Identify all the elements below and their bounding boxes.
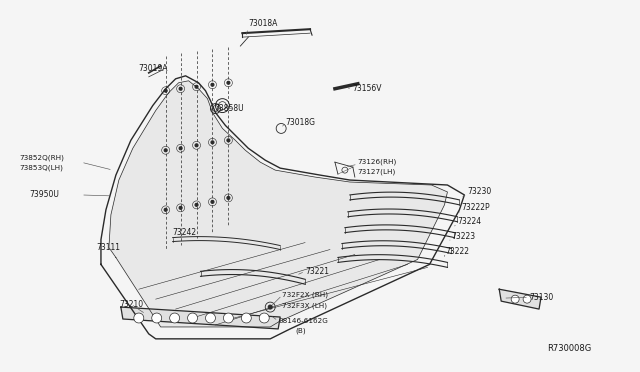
Text: 73950U: 73950U bbox=[29, 190, 59, 199]
Circle shape bbox=[164, 149, 167, 152]
Circle shape bbox=[511, 295, 519, 303]
Text: 73222: 73222 bbox=[445, 247, 470, 256]
Circle shape bbox=[195, 203, 198, 206]
Circle shape bbox=[268, 305, 272, 309]
Polygon shape bbox=[109, 81, 447, 327]
Text: 73210: 73210 bbox=[119, 299, 143, 309]
Text: 73230: 73230 bbox=[467, 187, 492, 196]
Circle shape bbox=[152, 313, 162, 323]
Text: 732F3X (LH): 732F3X (LH) bbox=[282, 303, 327, 310]
Circle shape bbox=[241, 313, 252, 323]
Text: 73156V: 73156V bbox=[352, 84, 381, 93]
Text: 73223: 73223 bbox=[451, 232, 476, 241]
Text: 73018G: 73018G bbox=[285, 118, 315, 127]
Text: 73853Q(LH): 73853Q(LH) bbox=[19, 165, 63, 171]
Circle shape bbox=[227, 196, 230, 199]
Text: 73242: 73242 bbox=[173, 228, 196, 237]
Circle shape bbox=[211, 141, 214, 144]
Circle shape bbox=[164, 208, 167, 211]
Polygon shape bbox=[499, 289, 541, 309]
Text: 73111: 73111 bbox=[96, 243, 120, 252]
Text: 73127(LH): 73127(LH) bbox=[358, 169, 396, 175]
Text: 73224: 73224 bbox=[458, 217, 481, 226]
Text: 73222P: 73222P bbox=[461, 203, 490, 212]
Circle shape bbox=[227, 139, 230, 142]
Text: 08146-6162G: 08146-6162G bbox=[278, 318, 328, 324]
Text: 73130: 73130 bbox=[529, 293, 554, 302]
Circle shape bbox=[134, 313, 144, 323]
Polygon shape bbox=[121, 307, 280, 329]
Text: 73858U: 73858U bbox=[214, 104, 244, 113]
Circle shape bbox=[170, 313, 180, 323]
Circle shape bbox=[211, 201, 214, 203]
Text: 73126(RH): 73126(RH) bbox=[358, 159, 397, 166]
Text: 73019A: 73019A bbox=[139, 64, 168, 73]
Circle shape bbox=[179, 206, 182, 209]
Circle shape bbox=[188, 313, 198, 323]
Circle shape bbox=[179, 87, 182, 90]
Circle shape bbox=[523, 295, 531, 303]
Text: 73852Q(RH): 73852Q(RH) bbox=[19, 155, 64, 161]
Text: 73018A: 73018A bbox=[248, 19, 278, 28]
Circle shape bbox=[164, 89, 167, 92]
Text: 73221: 73221 bbox=[305, 267, 329, 276]
Circle shape bbox=[179, 147, 182, 150]
Circle shape bbox=[211, 83, 214, 86]
Circle shape bbox=[227, 81, 230, 84]
Circle shape bbox=[195, 144, 198, 147]
Circle shape bbox=[195, 85, 198, 88]
Circle shape bbox=[259, 313, 269, 323]
Text: R730008G: R730008G bbox=[547, 344, 591, 353]
Text: 732F2X (RH): 732F2X (RH) bbox=[282, 292, 328, 298]
Circle shape bbox=[205, 313, 216, 323]
Text: (B): (B) bbox=[295, 328, 306, 334]
Circle shape bbox=[223, 313, 234, 323]
